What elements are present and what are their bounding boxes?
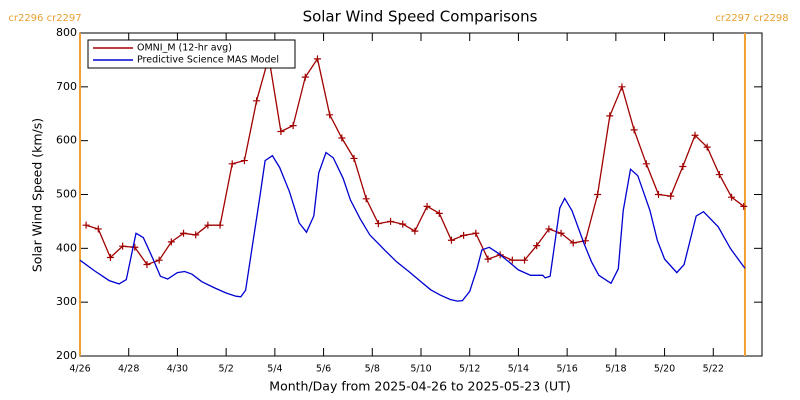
x-tick-label: 4/28 (118, 364, 139, 375)
x-tick-label: 5/4 (267, 364, 282, 375)
x-tick-label: 5/14 (508, 364, 529, 375)
x-tick-label: 5/16 (556, 364, 577, 375)
point-marker (301, 73, 309, 81)
point-marker (630, 126, 638, 134)
point-marker (180, 229, 188, 237)
point-marker (508, 256, 516, 264)
legend-label: OMNI_M (12-hr avg) (137, 43, 232, 54)
point-marker (447, 236, 455, 244)
point-marker (423, 202, 431, 210)
point-marker (411, 227, 419, 235)
point-marker (192, 231, 200, 239)
point-marker (460, 231, 468, 239)
y-tick-label: 400 (56, 241, 77, 254)
point-marker (143, 260, 151, 268)
legend-label: Predictive Science MAS Model (137, 55, 279, 66)
point-marker (228, 160, 236, 168)
point-marker (350, 154, 358, 162)
x-tick-label: 5/20 (654, 364, 675, 375)
x-tick-label: 5/8 (365, 364, 380, 375)
x-tick-label: 5/10 (410, 364, 431, 375)
x-tick-label: 5/18 (605, 364, 626, 375)
legend-box (87, 39, 296, 69)
point-marker (289, 122, 297, 130)
point-marker (94, 225, 102, 233)
point-marker (569, 239, 577, 247)
point-marker (387, 217, 395, 225)
point-marker (216, 221, 224, 229)
point-marker (667, 192, 675, 200)
chart-title: Solar Wind Speed Comparisons (303, 8, 538, 26)
point-marker (338, 134, 346, 142)
point-marker (399, 220, 407, 228)
point-marker (679, 163, 687, 171)
point-marker (253, 97, 261, 105)
x-tick-label: 5/2 (218, 364, 233, 375)
point-marker (594, 191, 602, 198)
point-marker (240, 157, 248, 165)
point-marker (618, 83, 626, 91)
point-marker (204, 221, 212, 229)
point-marker (545, 225, 553, 233)
point-marker (472, 229, 480, 237)
point-marker (691, 131, 699, 139)
point-marker (374, 220, 382, 228)
x-tick-label: 5/6 (316, 364, 331, 375)
point-marker (703, 143, 711, 151)
point-marker (155, 256, 163, 264)
y-tick-label: 500 (56, 188, 77, 201)
x-tick-label: 4/26 (69, 364, 90, 375)
point-marker (119, 242, 127, 250)
point-marker (521, 256, 529, 264)
x-tick-label: 4/30 (167, 364, 188, 375)
point-marker (167, 238, 175, 246)
point-marker (484, 255, 492, 263)
point-marker (435, 209, 443, 217)
point-marker (106, 253, 114, 261)
series-line (79, 151, 746, 302)
x-axis-label: Month/Day from 2025-04-26 to 2025-05-23 … (269, 379, 570, 394)
point-marker (654, 191, 662, 198)
point-marker (277, 128, 285, 136)
y-axis-label: Solar Wind Speed (km/s) (30, 118, 45, 272)
y-tick-label: 600 (56, 134, 77, 147)
point-marker (533, 242, 541, 250)
point-marker (313, 55, 321, 63)
y-tick-label: 800 (56, 26, 77, 39)
y-tick-label: 700 (56, 80, 77, 93)
point-marker (728, 193, 736, 201)
point-marker (362, 195, 370, 203)
x-tick-label: 5/22 (703, 364, 724, 375)
carrington-label: cr2296 cr2297 (8, 13, 81, 24)
x-tick-label: 5/12 (459, 364, 480, 375)
point-marker (642, 160, 650, 168)
point-marker (715, 171, 723, 179)
point-marker (326, 111, 334, 119)
y-tick-label: 300 (56, 295, 77, 308)
point-marker (740, 202, 748, 210)
carrington-label: cr2297 cr2298 (715, 13, 788, 24)
point-marker (557, 229, 565, 237)
point-marker (606, 112, 614, 120)
point-marker (82, 221, 90, 229)
y-tick-label: 200 (56, 349, 77, 362)
